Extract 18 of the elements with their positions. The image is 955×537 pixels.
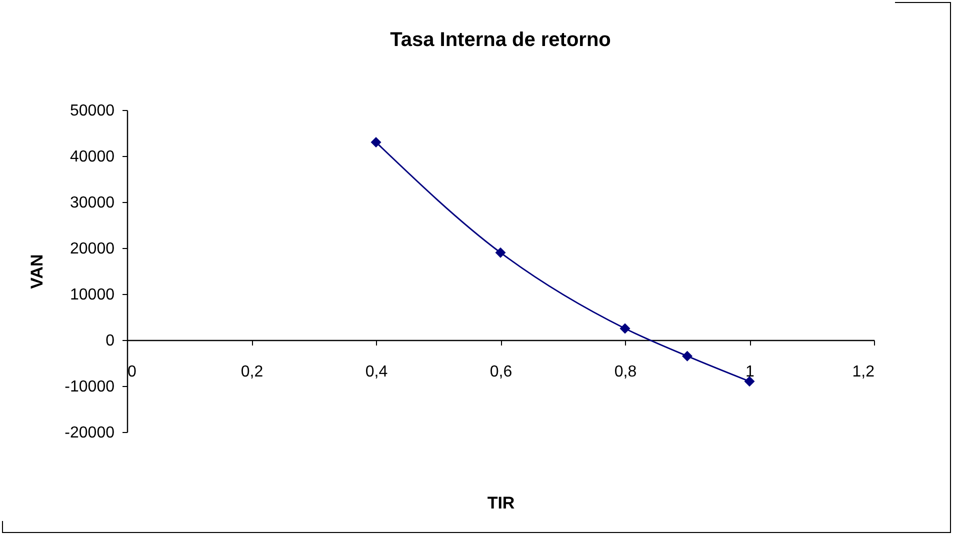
x-axis-title: TIR <box>487 494 515 512</box>
x-tick-label: 1 <box>746 364 755 380</box>
x-tick-label: 0 <box>128 364 136 380</box>
y-axis-title: VAN <box>28 254 47 289</box>
x-tick-label: 0,6 <box>490 364 512 380</box>
chart-title: Tasa Interna de retorno <box>390 29 611 51</box>
x-tick-label: 0,4 <box>365 364 388 380</box>
y-tick-label: 30000 <box>70 194 115 212</box>
y-tick-label: 40000 <box>70 148 115 166</box>
y-tick-label: 20000 <box>70 240 115 258</box>
y-tick-label: 50000 <box>70 102 115 120</box>
x-tick-label: 1,2 <box>852 364 875 380</box>
y-tick-label: -10000 <box>64 378 115 396</box>
y-tick-label: 0 <box>106 332 115 350</box>
y-tick-label: -20000 <box>64 424 115 442</box>
x-tick-label: 0,8 <box>614 364 637 380</box>
y-tick-label: 10000 <box>70 286 115 304</box>
x-tick-label: 0,2 <box>240 364 264 380</box>
